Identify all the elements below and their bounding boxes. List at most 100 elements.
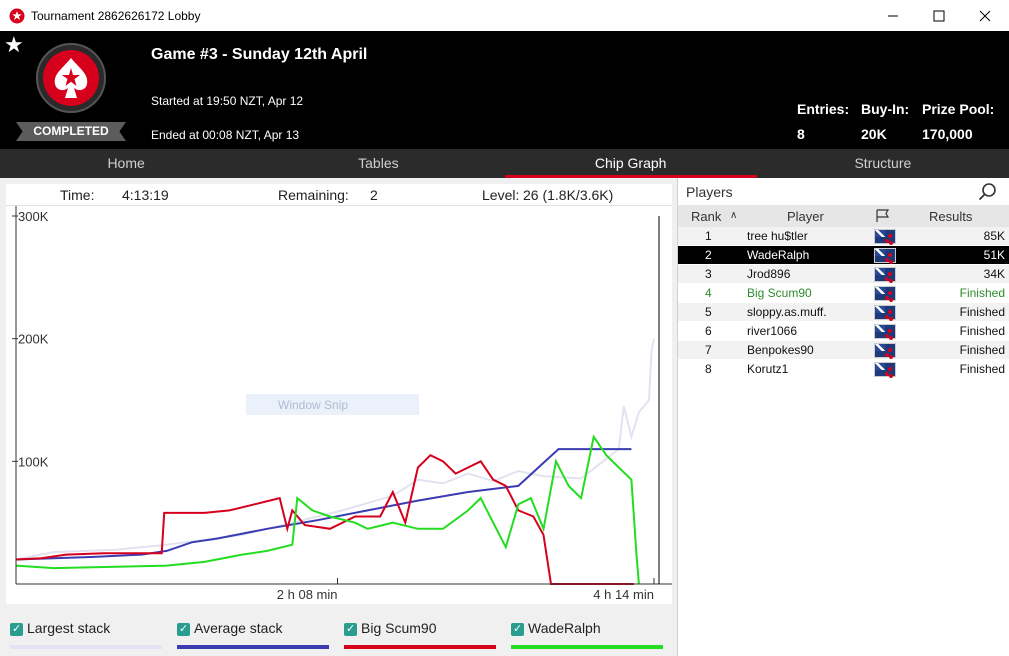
start-time: Started at 19:50 NZT, Apr 12 [151,94,304,108]
series-line-big-scum90 [15,453,634,585]
player-result: Finished [959,305,1005,319]
series-line-average-stack [15,448,632,561]
entries-value: 8 [797,126,805,142]
remaining-label: Remaining: [278,187,349,203]
player-name: Benpokes90 [747,343,814,357]
players-panel: Players Rank ∧ Player Results 1 tree hu$t… [677,178,1009,656]
player-name: sloppy.as.muff. [747,305,827,319]
legend-largest-stack[interactable]: Largest stack [10,618,166,650]
prize-pool-value: 170,000 [922,126,973,142]
y-tick-label: 200K [18,332,49,347]
entries-label: Entries: [797,101,850,117]
nz-flag-icon [874,324,896,339]
player-result: 51K [983,248,1005,262]
close-icon [979,10,991,21]
maximize-button[interactable] [916,0,962,31]
player-row[interactable]: 4 Big Scum90 Finished [678,284,1009,303]
chip-graph-panel: Time: 4:13:19 Remaining: 2 Level: 26 (1.… [0,178,677,656]
prize-pool-label: Prize Pool: [922,101,995,117]
tab-chip-graph[interactable]: Chip Graph [504,149,758,178]
legend-swatch [344,645,496,649]
column-results[interactable]: Results [929,209,973,224]
player-rank: 7 [705,343,712,357]
tab-home[interactable]: Home [107,155,145,171]
player-row[interactable]: 5 sloppy.as.muff. Finished [678,303,1009,322]
player-result: Finished [959,324,1005,338]
buyin-label: Buy-In: [861,101,910,117]
title-bar: Tournament 2862626172 Lobby [0,0,1009,31]
player-result: Finished [959,286,1005,300]
tournament-header: ★ COMPLETED Game #3 - Sunday 12th April … [0,31,1009,149]
sort-ascending-icon[interactable]: ∧ [730,210,738,221]
maximize-icon [933,10,945,21]
players-header: Players [678,178,1009,205]
player-rank: 8 [705,362,712,376]
status-badge: COMPLETED [16,122,126,141]
player-result: 34K [983,267,1005,281]
average-stack-checkbox[interactable] [177,622,190,636]
level-label: Level: [482,187,520,203]
x-tick-label: 4 h 14 min [593,587,654,602]
minimize-button[interactable] [870,0,916,31]
legend-swatch [511,645,663,649]
player-rank: 6 [705,324,712,338]
tab-structure[interactable]: Structure [854,155,912,171]
legend-average-stack[interactable]: Average stack [177,618,333,650]
player-row[interactable]: 2 WadeRalph 51K [678,246,1009,265]
table-header: Rank ∧ Player Results [678,205,1009,227]
pokerstars-logo [36,43,106,113]
buyin-value: 20K [861,126,887,142]
player-rank: 5 [705,305,712,319]
legend-big-scum90[interactable]: Big Scum90 [344,618,500,650]
legend-swatch [10,645,162,649]
legend-swatch [177,645,329,649]
time-value: 4:13:19 [122,187,169,203]
largest-stack-checkbox[interactable] [10,622,23,636]
x-tick-label: 2 h 08 min [277,587,338,602]
tab-bar: Home Tables Chip Graph Structure [0,149,1009,178]
column-player[interactable]: Player [787,209,824,224]
chip-graph-svg: 300K 200K 100K 2 h 08 min 4 h 14 min Window… [12,206,672,602]
player-rank: 1 [705,229,712,243]
legend-waderalph[interactable]: WadeRalph [511,618,667,650]
pokerstars-icon [9,8,25,23]
level-value: 26 (1.8K/3.6K) [523,187,614,203]
player-rank: 3 [705,267,712,281]
nz-flag-icon [874,305,896,320]
flag-column-icon[interactable] [875,209,891,223]
big-scum90-checkbox[interactable] [344,622,357,636]
search-icon[interactable] [978,182,998,202]
time-label: Time: [60,187,95,203]
nz-flag-icon [874,343,896,358]
remaining-value: 2 [370,187,378,203]
player-name: river1066 [747,324,798,338]
chart-legend: Largest stack Average stack Big Scum90 W… [6,614,672,654]
waderalph-checkbox[interactable] [511,622,524,636]
players-title: Players [686,184,733,200]
player-name: tree hu$tler [747,229,808,243]
spade-star-icon [54,58,88,98]
player-row[interactable]: 8 Korutz1 Finished [678,360,1009,379]
nz-flag-icon [874,267,896,282]
info-row: Time: 4:13:19 Remaining: 2 Level: 26 (1.… [6,184,672,206]
column-rank[interactable]: Rank [691,209,722,224]
legend-label: Average stack [194,620,283,636]
favorite-star-icon[interactable]: ★ [4,32,24,57]
player-row[interactable]: 7 Benpokes90 Finished [678,341,1009,360]
player-row[interactable]: 6 river1066 Finished [678,322,1009,341]
legend-label: WadeRalph [528,620,601,636]
tab-tables[interactable]: Tables [358,155,399,171]
legend-label: Largest stack [27,620,111,636]
player-row[interactable]: 1 tree hu$tler 85K [678,227,1009,246]
legend-label: Big Scum90 [361,620,437,636]
chip-graph-plot: 300K 200K 100K 2 h 08 min 4 h 14 min Window… [6,206,672,604]
window-snip-overlay: Window Snip [278,398,348,412]
player-row[interactable]: 3 Jrod896 34K [678,265,1009,284]
player-result: 85K [983,229,1005,243]
player-name: Korutz1 [747,362,789,376]
y-tick-label: 100K [18,454,49,469]
players-table: Rank ∧ Player Results 1 tree hu$tler 85K 2 W… [678,205,1009,379]
close-button[interactable] [962,0,1008,31]
player-name: Big Scum90 [747,286,812,300]
